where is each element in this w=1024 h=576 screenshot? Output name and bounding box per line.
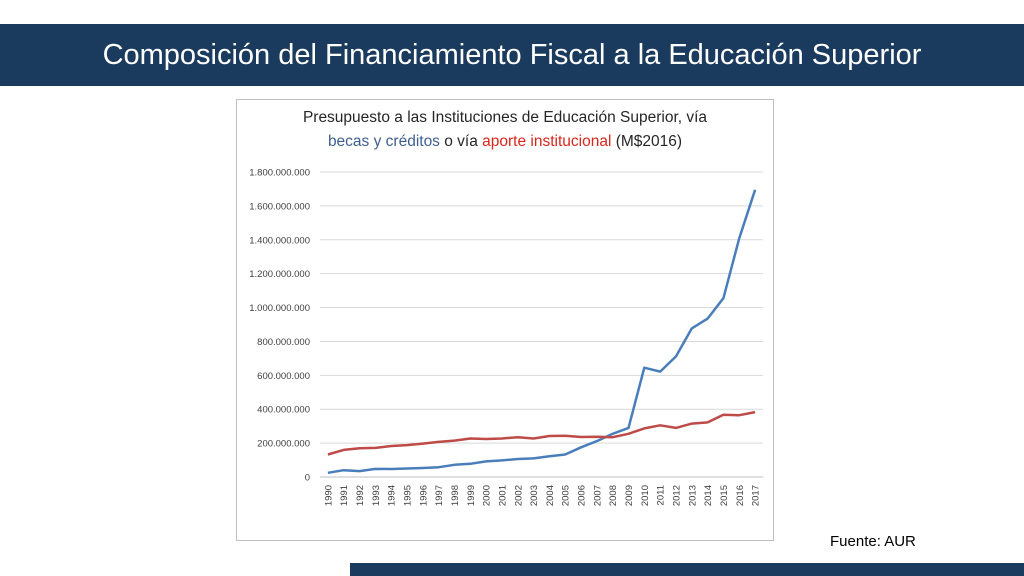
x-tick-label: 1998 <box>450 485 461 506</box>
source-note: Fuente: AUR <box>830 533 916 550</box>
chart-title-becas: becas y créditos <box>327 133 440 150</box>
x-tick-label: 1990 <box>323 485 334 506</box>
chart-title-middle: o vía <box>439 133 483 150</box>
x-tick-label: 1996 <box>418 485 429 506</box>
x-tick-label: 2007 <box>592 485 603 506</box>
x-tick-label: 1999 <box>466 485 477 506</box>
x-tick-label: 1992 <box>355 485 366 506</box>
y-tick-label: 1.200.000.000 <box>249 269 310 280</box>
chart-title-aporte: aporte institucional <box>482 133 612 150</box>
x-tick-label: 2017 <box>751 485 762 506</box>
x-tick-label: 1994 <box>387 485 398 506</box>
y-tick-label: 1.000.000.000 <box>249 303 310 314</box>
y-tick-label: 1.400.000.000 <box>249 235 310 246</box>
gridlines <box>320 171 763 478</box>
x-tick-label: 1991 <box>339 485 350 506</box>
x-tick-label: 2002 <box>513 485 524 506</box>
title-bar: Composición del Financiamiento Fiscal a … <box>0 24 1024 86</box>
y-tick-label: 0 <box>305 473 310 484</box>
y-tick-label: 1.600.000.000 <box>249 201 310 212</box>
chart-title-line1: Presupuesto a las Instituciones de Educa… <box>302 109 708 126</box>
chart-container: Presupuesto a las Instituciones de Educa… <box>236 99 774 541</box>
becas-creditos-line <box>327 189 757 475</box>
chart-title-end: (M$2016) <box>611 133 683 150</box>
x-tick-label: 2009 <box>624 485 635 506</box>
y-tick-label: 1.800.000.000 <box>249 168 310 179</box>
x-tick-label: 2013 <box>687 485 698 506</box>
x-tick-label: 2012 <box>671 485 682 506</box>
y-tick-label: 600.000.000 <box>257 371 310 382</box>
x-axis-ticks: 1990 1991 1992 1993 1994 1995 1996 1997 1998 1999… <box>323 485 761 506</box>
x-tick-label: 2010 <box>640 485 651 506</box>
bottom-bar <box>350 563 1024 576</box>
x-tick-label: 2008 <box>608 485 619 506</box>
slide-title: Composición del Financiamiento Fiscal a … <box>102 39 922 71</box>
x-tick-label: 2014 <box>703 485 714 506</box>
y-axis-ticks: 0 200.000.000 400.000.000 600.000.000 800.00… <box>249 168 310 484</box>
x-tick-label: 2004 <box>545 485 556 506</box>
x-tick-label: 1997 <box>434 485 445 506</box>
y-tick-label: 200.000.000 <box>257 439 310 450</box>
x-tick-label: 1993 <box>371 485 382 506</box>
y-tick-label: 400.000.000 <box>257 405 310 416</box>
x-tick-label: 2011 <box>656 485 667 505</box>
x-tick-label: 2003 <box>529 485 540 506</box>
chart-title: Presupuesto a las Instituciones de Educa… <box>237 106 773 154</box>
x-tick-label: 2006 <box>577 485 588 506</box>
x-tick-label: 2015 <box>719 485 730 506</box>
line-chart: 0 200.000.000 400.000.000 600.000.000 800.00… <box>249 168 763 506</box>
aporte-institucional-line <box>327 410 756 456</box>
x-tick-label: 2000 <box>482 485 493 506</box>
x-tick-label: 2016 <box>735 485 746 506</box>
series-lines <box>327 189 757 475</box>
y-tick-label: 800.000.000 <box>257 337 310 348</box>
x-tick-label: 1995 <box>403 485 414 506</box>
x-tick-label: 2001 <box>497 485 508 506</box>
x-tick-label: 2005 <box>561 485 572 506</box>
